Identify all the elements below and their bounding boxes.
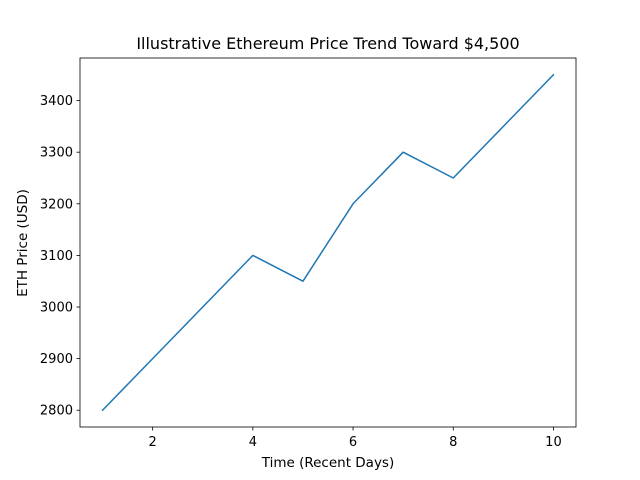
x-tick-label: 4	[249, 435, 257, 450]
x-axis-label: Time (Recent Days)	[261, 455, 395, 471]
y-tick-label: 3100	[40, 249, 73, 264]
x-tick-label: 2	[149, 435, 157, 450]
plot-area: 2 4 6 8 10 2800 2900 3000 3100 3200 3300 3400	[40, 57, 577, 450]
y-tick-label: 3000	[40, 301, 73, 316]
axes-frame	[79, 57, 577, 428]
y-tick-label: 2800	[40, 404, 73, 419]
y-tick-label: 3300	[40, 146, 73, 161]
x-tick-label: 6	[349, 435, 357, 450]
chart-title: Illustrative Ethereum Price Trend Toward…	[136, 34, 519, 53]
y-axis-label: ETH Price (USD)	[15, 189, 31, 297]
series-line-0	[101, 73, 555, 412]
y-tick-label: 2900	[40, 352, 73, 367]
y-tick-label: 3200	[40, 197, 73, 212]
x-tick-label: 10	[545, 435, 562, 450]
x-tick-label: 8	[449, 435, 457, 450]
y-tick-label: 3400	[40, 94, 73, 109]
